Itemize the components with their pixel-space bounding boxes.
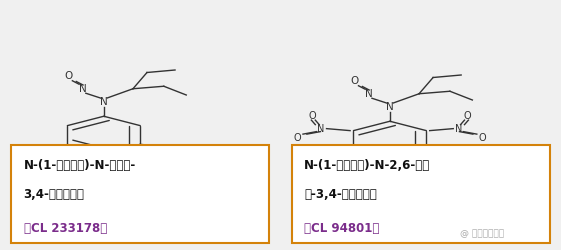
FancyBboxPatch shape — [11, 145, 269, 242]
Text: N: N — [79, 84, 86, 94]
Text: N: N — [365, 89, 373, 99]
Text: N: N — [317, 124, 325, 134]
Text: N: N — [386, 102, 394, 113]
Text: @ 化学检测中心: @ 化学检测中心 — [461, 229, 504, 238]
Text: N-(1-乙基丙基)-N-2,6-三硝: N-(1-乙基丙基)-N-2,6-三硝 — [304, 159, 430, 172]
Text: O: O — [293, 133, 301, 143]
Text: O: O — [463, 110, 471, 121]
Text: O: O — [351, 76, 358, 86]
Text: O: O — [479, 133, 486, 143]
Text: N: N — [455, 124, 463, 134]
Text: 3,4-二甲基苯胺: 3,4-二甲基苯胺 — [24, 188, 85, 201]
Text: N: N — [100, 98, 108, 108]
Text: N-(1-乙基丙基)-N-亚硝基-: N-(1-乙基丙基)-N-亚硝基- — [24, 159, 136, 172]
Text: （CL 94801）: （CL 94801） — [304, 222, 379, 235]
FancyBboxPatch shape — [292, 145, 550, 242]
Text: （CL 233178）: （CL 233178） — [24, 222, 107, 235]
Text: O: O — [65, 71, 72, 81]
Text: O: O — [309, 110, 316, 120]
Text: 基-3,4-二甲基苯胺: 基-3,4-二甲基苯胺 — [304, 188, 377, 201]
